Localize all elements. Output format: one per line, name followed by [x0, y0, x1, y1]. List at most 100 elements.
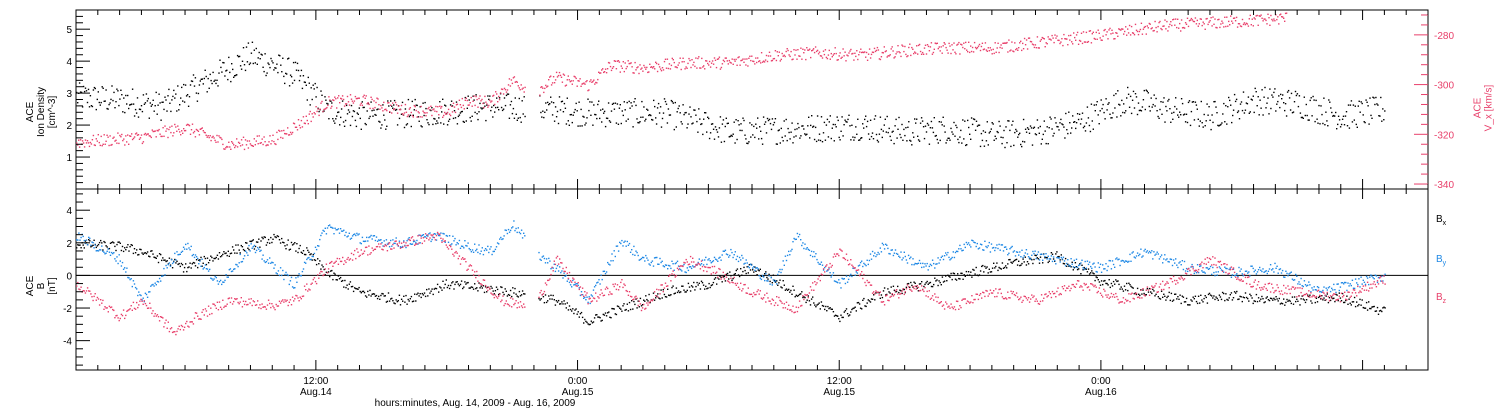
bx-series-point — [301, 252, 304, 254]
bx-series-point — [875, 292, 877, 294]
by-series-point — [1151, 250, 1153, 252]
vx-series-point — [248, 140, 251, 142]
by-series-point — [1302, 285, 1304, 288]
bx-series-point — [1093, 273, 1095, 275]
vx-series-point — [1042, 37, 1044, 39]
vx-series-point — [416, 116, 418, 118]
bx-series-point — [259, 246, 261, 248]
bx-series-point — [314, 259, 317, 262]
vx-series-point — [1243, 22, 1246, 24]
by-series-point — [90, 244, 92, 246]
bx-series-point — [1372, 306, 1374, 308]
by-series-point — [1328, 286, 1331, 288]
by-series-point — [972, 240, 974, 242]
by-series-point — [215, 276, 217, 279]
vx-series-point — [123, 138, 125, 140]
by-series-point — [878, 253, 880, 255]
by-series-point — [770, 276, 772, 279]
by-series-point — [1095, 270, 1097, 273]
by-series-point — [1107, 265, 1109, 268]
vx-series-point — [88, 145, 91, 148]
bx-series-point — [161, 259, 163, 262]
by-series-point — [444, 241, 446, 243]
density-series-point — [873, 118, 876, 120]
by-series-point — [650, 261, 652, 264]
by-series-point — [1043, 253, 1045, 256]
vx-series-point — [295, 126, 298, 128]
by-series-point — [858, 264, 861, 266]
density-series-point — [766, 117, 769, 120]
vx-series-point — [132, 137, 135, 140]
density-series-point — [718, 127, 721, 129]
vx-series-point — [128, 143, 130, 145]
vx-series-point — [916, 45, 918, 47]
by-series-point — [1195, 272, 1198, 274]
bx-series-point — [942, 281, 945, 283]
by-series-point — [403, 240, 405, 242]
bx-series-point — [1344, 301, 1346, 304]
bx-series-point — [409, 298, 411, 300]
vx-series-point — [878, 58, 881, 60]
bx-series-point — [412, 300, 415, 302]
density-series-point — [166, 110, 168, 112]
vx-series-point — [753, 60, 755, 63]
by-series-point — [213, 278, 215, 280]
bx-series-point — [1019, 264, 1021, 267]
vx-series-point — [812, 49, 814, 51]
vx-series-point — [892, 50, 894, 52]
by-series-point — [619, 241, 621, 244]
vx-series-point — [953, 42, 955, 44]
by-series-point — [146, 296, 149, 298]
density-series-point — [1110, 117, 1112, 119]
density-series-point — [1161, 113, 1163, 115]
density-series-point — [356, 112, 358, 114]
bx-series-point — [273, 233, 275, 236]
by-series-point — [687, 269, 690, 272]
density-series-point — [939, 139, 941, 142]
vx-series-point — [1143, 26, 1145, 29]
by-series-point — [556, 265, 559, 267]
bx-series-point — [106, 246, 108, 248]
density-series-point — [261, 54, 263, 56]
density-series-point — [658, 112, 661, 114]
bx-series-point — [395, 299, 397, 301]
vx-series-point — [95, 138, 97, 140]
bx-series-point — [1039, 256, 1042, 258]
bx-series-point — [1374, 310, 1376, 312]
density-series-point — [1105, 98, 1107, 100]
by-series-point — [728, 256, 730, 258]
by-series-point — [329, 224, 331, 226]
by-series-point — [745, 259, 747, 261]
bx-series-point — [888, 291, 890, 293]
density-series-point — [458, 114, 461, 116]
density-series-point — [432, 123, 434, 126]
density-series-point — [1222, 113, 1224, 115]
by-series-point — [1373, 278, 1375, 280]
density-series-point — [1168, 98, 1170, 101]
density-series-point — [985, 140, 988, 142]
density-series-point — [923, 137, 926, 140]
bx-series-point — [334, 273, 336, 275]
density-series-point — [672, 102, 674, 104]
vx-series-point — [207, 135, 209, 137]
bx-series-point — [519, 295, 522, 297]
vx-series-point — [1008, 39, 1010, 41]
density-series-point — [1128, 106, 1131, 108]
density-series-point — [998, 120, 1000, 123]
vx-series-point — [470, 96, 472, 99]
density-series-point — [164, 96, 166, 98]
density-series-point — [306, 99, 308, 101]
bz-series-point — [92, 299, 94, 302]
density-series-point — [1006, 142, 1008, 144]
bx-series-point — [826, 310, 828, 312]
by-series-point — [286, 273, 288, 276]
bx-series-point — [1218, 294, 1221, 296]
vx-series-point — [909, 43, 911, 45]
vx-series-point — [487, 106, 489, 108]
bx-series-point — [984, 265, 986, 268]
bx-series-point — [1083, 266, 1085, 269]
vx-series-point — [178, 128, 180, 131]
bx-series-point — [605, 315, 608, 317]
vx-series-point — [560, 76, 563, 78]
by-series-point — [1249, 275, 1251, 277]
